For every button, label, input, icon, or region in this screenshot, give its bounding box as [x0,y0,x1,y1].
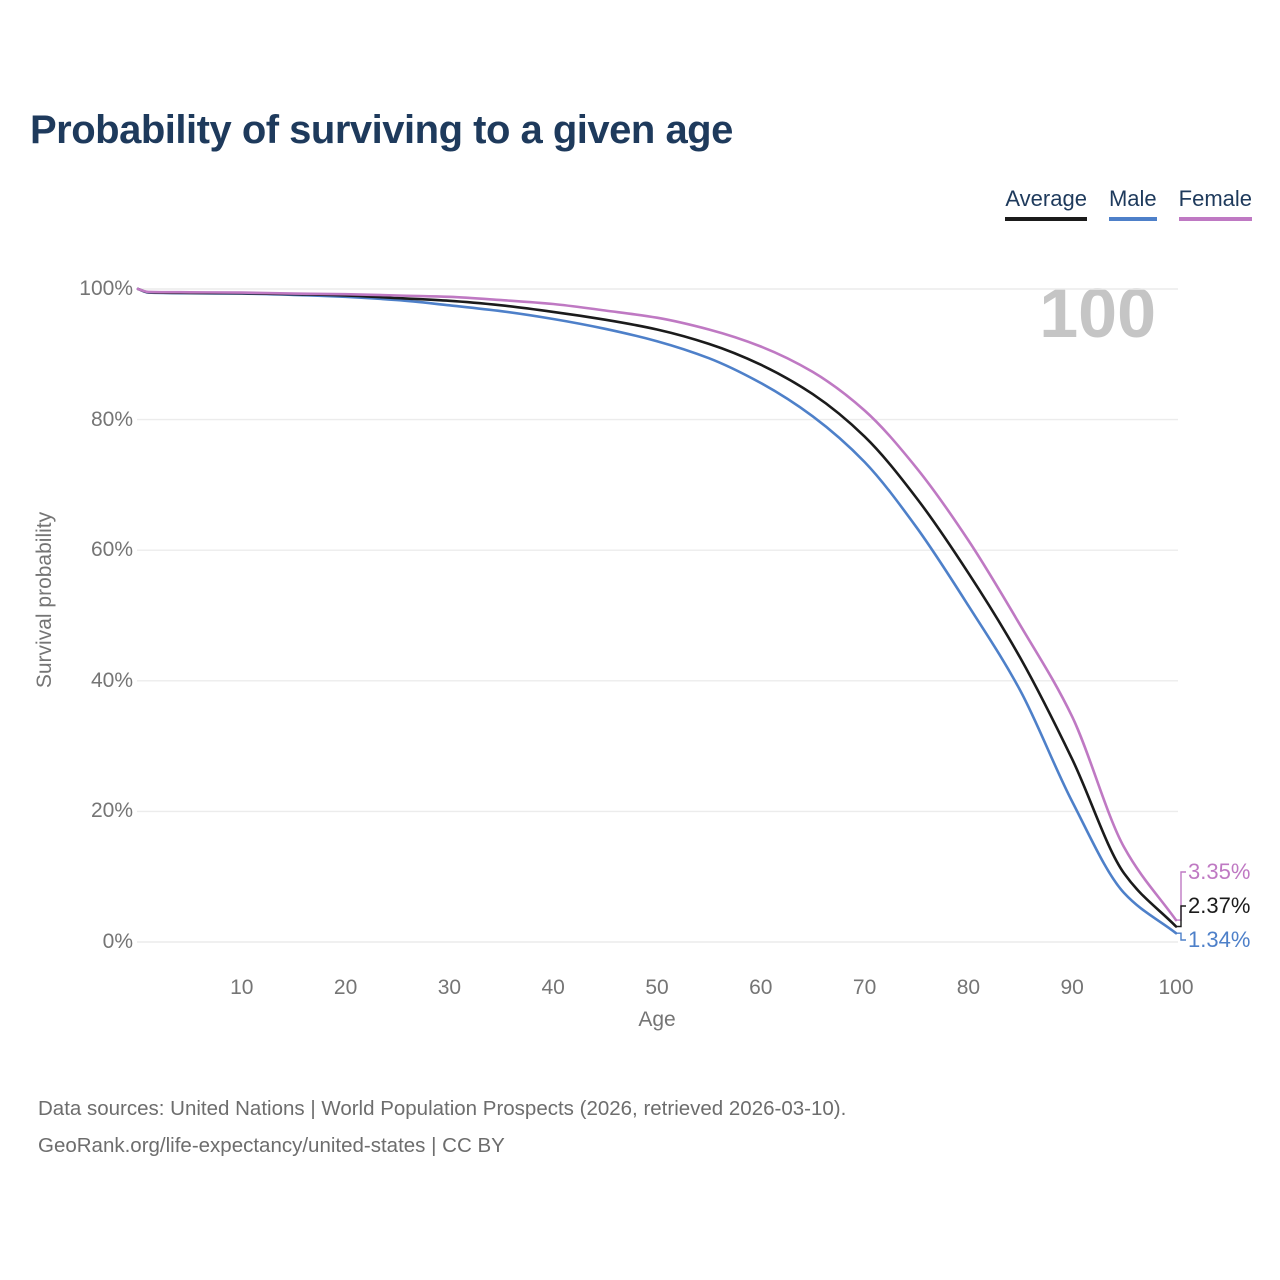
end-label-female: 3.35% [1188,859,1251,884]
end-label-leader-average [1176,905,1186,928]
series-line-average[interactable] [136,287,1178,928]
x-tick-50: 50 [645,976,669,999]
y-tick-100: 100% [79,277,133,300]
y-tick-60: 60% [90,538,133,562]
y-tick-80: 80% [90,407,133,431]
x-tick-100: 100 [1158,976,1194,999]
end-label-leader-female [1176,871,1186,921]
x-tick-10: 10 [230,976,254,999]
y-tick-40: 40% [90,668,133,692]
x-tick-70: 70 [852,976,877,999]
x-tick-80: 80 [956,976,981,999]
x-axis-title: Age [638,1008,676,1031]
source-note: Data sources: United Nations | World Pop… [38,1090,846,1164]
series-line-male[interactable] [136,287,1178,935]
legend-label-female: Female [1178,186,1252,211]
x-tick-30: 30 [437,976,462,999]
source-note-line2: GeoRank.org/life-expectancy/united-state… [38,1134,505,1157]
chart-title: Probability of surviving to a given age [30,108,733,152]
y-tick-20: 20% [90,799,133,823]
legend-label-male: Male [1108,186,1157,211]
x-tick-60: 60 [749,976,773,999]
legend-item-male[interactable]: Male [1108,186,1157,221]
x-tick-90: 90 [1060,976,1084,999]
legend-item-average[interactable]: Average [1005,186,1087,221]
legend: Average Male Female [1005,186,1252,221]
gridlines [137,288,1178,943]
end-label-male: 1.34% [1188,927,1251,952]
x-tick-20: 20 [333,976,358,999]
source-note-line1: Data sources: United Nations | World Pop… [38,1097,847,1120]
x-tick-40: 40 [541,976,565,999]
legend-item-female[interactable]: Female [1178,186,1252,221]
series-line-female[interactable] [136,287,1178,922]
legend-label-average: Average [1005,186,1087,211]
end-label-average: 2.37% [1188,893,1251,918]
end-label-leader-male [1176,932,1186,941]
y-tick-0: 0% [102,930,133,953]
